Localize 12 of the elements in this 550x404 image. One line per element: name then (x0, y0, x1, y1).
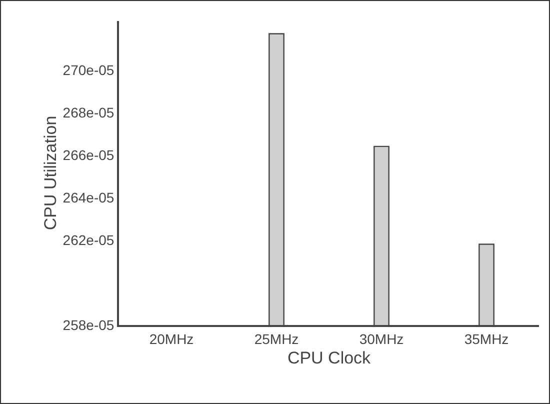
y-tick-label: 270e-05 (62, 62, 114, 78)
y-tick-label: 258e-05 (62, 316, 114, 333)
x-tick-label: 25MHz (254, 330, 299, 347)
x-tick-label: 35MHz (464, 330, 509, 347)
x-axis-title: CPU Clock (287, 348, 372, 368)
x-tick-label: 20MHz (149, 330, 194, 347)
x-tick-label: 30MHz (359, 330, 404, 347)
y-tick-label: 266e-05 (62, 146, 114, 163)
y-tick-label: 264e-05 (62, 189, 114, 206)
y-tick-label: 262e-05 (62, 232, 114, 248)
y-tick-label: 268e-05 (62, 104, 114, 120)
y-axis-title: CPU Utilization (40, 116, 60, 230)
